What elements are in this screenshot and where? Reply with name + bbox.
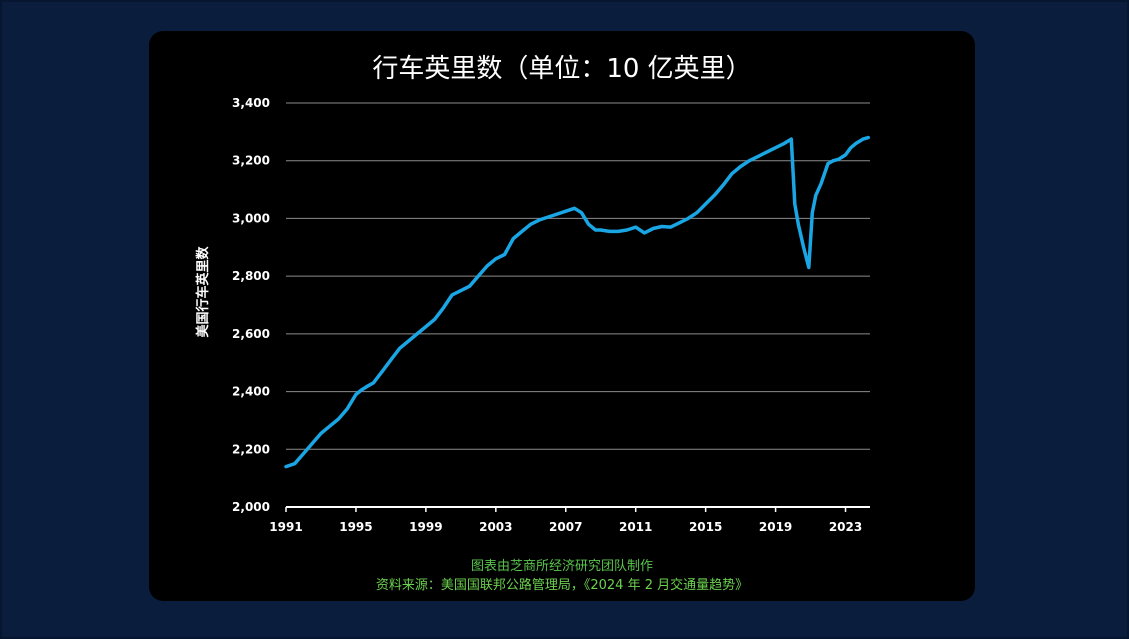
x-tick-label: 1995 <box>339 520 372 534</box>
x-tick-label: 2011 <box>619 520 652 534</box>
chart-card: 行车英里数（单位：10 亿英里） 2,000 2,200 2,400 2,600 2,8… <box>149 31 975 601</box>
gridlines <box>286 102 870 508</box>
x-axis-ticks: 1991 1995 1999 2003 2007 2011 2015 2019 2023 <box>269 507 862 534</box>
y-tick-label: 2,600 <box>232 327 270 341</box>
y-tick-label: 2,200 <box>232 442 270 456</box>
chart-title: 行车英里数（单位：10 亿英里） <box>372 54 751 84</box>
x-tick-label: 2007 <box>549 520 582 534</box>
x-tick-label: 2019 <box>759 520 792 534</box>
x-tick-label: 2023 <box>829 520 862 534</box>
y-axis-label: 美国行车英里数 <box>195 246 211 338</box>
chart-source: 资料来源：美国国联邦公路管理局，《2024 年 2 月交通量趋势》 <box>375 578 749 593</box>
x-tick-label: 2003 <box>479 520 512 534</box>
series-layer <box>284 135 871 469</box>
x-tick-label: 1999 <box>409 520 442 534</box>
x-tick-label: 2015 <box>689 520 722 534</box>
y-axis-ticks: 2,000 2,200 2,400 2,600 2,800 3,000 3,200 3,400 <box>232 96 270 514</box>
x-tick-label: 1991 <box>269 520 302 534</box>
y-tick-label: 3,000 <box>232 211 270 225</box>
y-tick-label: 3,400 <box>232 96 270 110</box>
y-tick-label: 2,000 <box>232 500 270 514</box>
chart-credit: 图表由芝商所经济研究团队制作 <box>470 559 653 574</box>
line-chart: 行车英里数（单位：10 亿英里） 2,000 2,200 2,400 2,600 2,8… <box>195 54 871 534</box>
y-tick-label: 3,200 <box>232 154 270 168</box>
y-tick-label: 2,400 <box>232 385 270 399</box>
series-line <box>284 135 871 469</box>
y-tick-label: 2,800 <box>232 269 270 283</box>
